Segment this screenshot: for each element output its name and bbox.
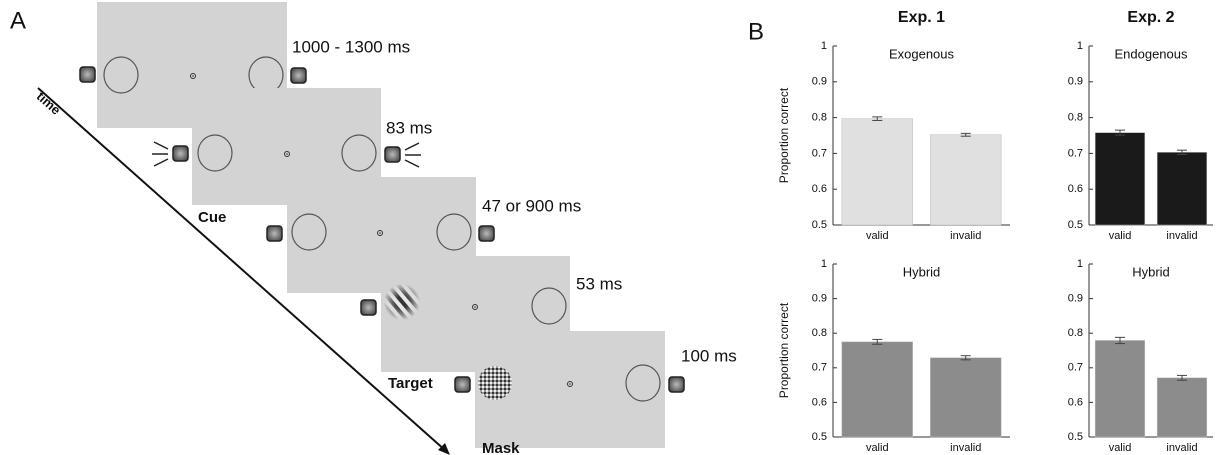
bar bbox=[842, 342, 913, 437]
figure: A time 1000 - 1300 ms 83 ms Cue 47 or 90… bbox=[0, 0, 1217, 455]
y-tick-label: 0.5 bbox=[1068, 219, 1083, 231]
bar bbox=[1157, 152, 1207, 225]
chart-title: Exogenous bbox=[889, 46, 955, 61]
y-tick-label: 1 bbox=[1077, 40, 1083, 52]
bar bbox=[930, 358, 1001, 437]
duration: 53 ms bbox=[576, 274, 622, 293]
y-tick-label: 0.9 bbox=[1068, 293, 1083, 305]
y-tick-label: 1 bbox=[821, 40, 827, 52]
column-title: Exp. 1 bbox=[898, 9, 945, 26]
y-tick-label: 0.6 bbox=[1068, 183, 1083, 195]
x-tick-label: valid bbox=[1109, 230, 1132, 242]
y-tick-label: 0.6 bbox=[812, 396, 827, 408]
duration: 100 ms bbox=[681, 346, 737, 365]
frame-label: Mask bbox=[482, 440, 520, 455]
y-tick-label: 0.6 bbox=[812, 183, 827, 195]
y-tick-label: 0.9 bbox=[812, 76, 827, 88]
y-tick-label: 0.8 bbox=[812, 327, 827, 339]
bar bbox=[1095, 133, 1145, 225]
y-tick-label: 0.9 bbox=[1068, 76, 1083, 88]
y-axis-label: Proportion correct bbox=[777, 87, 791, 183]
y-tick-label: 0.8 bbox=[1068, 112, 1083, 124]
panel-label: B bbox=[748, 18, 764, 45]
frame-label: Cue bbox=[198, 209, 226, 226]
x-tick-label: invalid bbox=[950, 442, 981, 454]
y-tick-label: 0.7 bbox=[812, 362, 827, 374]
bar bbox=[1095, 340, 1145, 437]
y-tick-label: 1 bbox=[821, 258, 827, 270]
chart-title: Endogenous bbox=[1114, 46, 1188, 61]
x-tick-label: valid bbox=[1109, 442, 1132, 454]
column-title: Exp. 2 bbox=[1127, 9, 1174, 26]
y-tick-label: 0.5 bbox=[1068, 431, 1083, 443]
y-axis-label: Proportion correct bbox=[777, 302, 791, 398]
x-tick-label: invalid bbox=[1166, 230, 1197, 242]
x-tick-label: invalid bbox=[950, 230, 981, 242]
x-tick-label: valid bbox=[866, 230, 889, 242]
bar bbox=[842, 119, 913, 225]
x-tick-label: valid bbox=[866, 442, 889, 454]
y-tick-label: 0.9 bbox=[812, 293, 827, 305]
y-tick-label: 0.8 bbox=[1068, 327, 1083, 339]
y-tick-label: 0.7 bbox=[812, 147, 827, 159]
chart-title: Hybrid bbox=[1132, 264, 1170, 279]
y-tick-label: 0.5 bbox=[812, 219, 827, 231]
y-tick-label: 0.8 bbox=[812, 112, 827, 124]
y-tick-label: 0.7 bbox=[1068, 147, 1083, 159]
y-tick-label: 1 bbox=[1077, 258, 1083, 270]
y-tick-label: 0.6 bbox=[1068, 396, 1083, 408]
duration: 47 or 900 ms bbox=[482, 196, 581, 215]
bar bbox=[1157, 378, 1207, 437]
frame bbox=[455, 331, 684, 448]
duration: 83 ms bbox=[386, 118, 432, 137]
time-label: time bbox=[34, 89, 64, 118]
bar bbox=[930, 135, 1001, 225]
duration: 1000 - 1300 ms bbox=[292, 37, 410, 56]
y-tick-label: 0.5 bbox=[812, 431, 827, 443]
frame-label: Target bbox=[388, 375, 433, 392]
y-tick-label: 0.7 bbox=[1068, 362, 1083, 374]
x-tick-label: invalid bbox=[1166, 442, 1197, 454]
chart-title: Hybrid bbox=[903, 264, 941, 279]
panel-label: A bbox=[10, 7, 26, 34]
